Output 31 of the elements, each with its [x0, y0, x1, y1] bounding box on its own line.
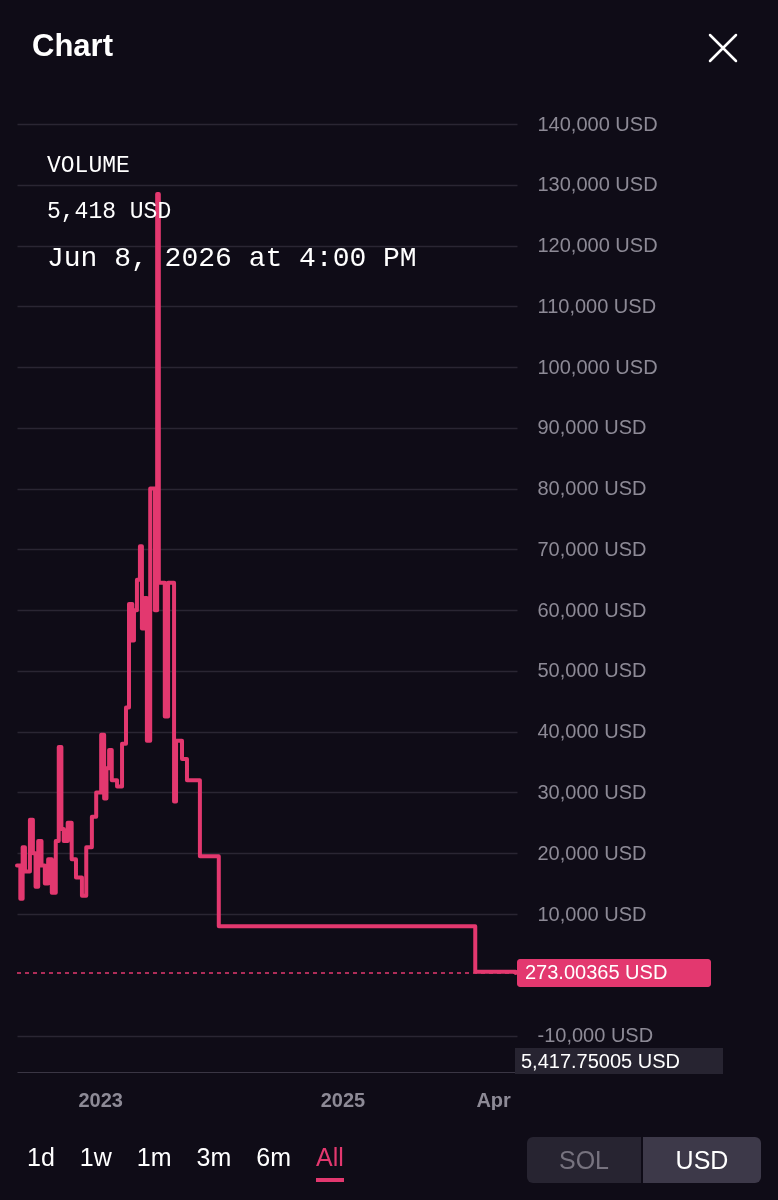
x-tick-label: Apr: [476, 1088, 512, 1111]
x-tick-label: 2025: [320, 1088, 366, 1111]
text: 6m: [256, 1143, 291, 1173]
text: 1w: [79, 1143, 112, 1173]
y-tick-label: 40,000 USD: [537, 720, 647, 743]
y-tick-label: 110,000 USD: [537, 294, 657, 317]
annotation: VOLUME: [47, 153, 131, 179]
y-tick-label: 80,000 USD: [537, 477, 647, 500]
text: USD: [643, 1137, 761, 1183]
y-tick-label: 90,000 USD: [537, 416, 647, 439]
text: 3m: [196, 1143, 232, 1173]
text: 1d: [27, 1143, 55, 1173]
text: All: [315, 1143, 344, 1182]
text: SOL: [527, 1137, 641, 1183]
annotation: Jun 8, 2026 at 4:00 PM: [47, 243, 417, 274]
y-tick-label: 10,000 USD: [537, 902, 647, 925]
ref-line-label: 273.00365 USD: [525, 961, 668, 984]
y-tick-label: 20,000 USD: [537, 841, 647, 864]
y-tick-label: -10,000 USD: [537, 1024, 654, 1047]
y-tick-label: 140,000 USD: [537, 112, 658, 135]
y-tick-label: 30,000 USD: [537, 780, 647, 803]
chart-title: Chart: [32, 28, 113, 64]
y-tick-label: 60,000 USD: [537, 598, 647, 621]
x-tick-label: 2023: [78, 1088, 123, 1111]
y-tick-label: 100,000 USD: [537, 355, 658, 378]
y-tick-label: 50,000 USD: [537, 659, 647, 682]
y-tick-label: 120,000 USD: [537, 234, 658, 257]
text: 5,417.75005 USD: [515, 1048, 723, 1074]
text: 1m: [136, 1143, 172, 1173]
y-tick-label: 130,000 USD: [537, 173, 658, 196]
y-tick-label: 70,000 USD: [537, 537, 647, 560]
